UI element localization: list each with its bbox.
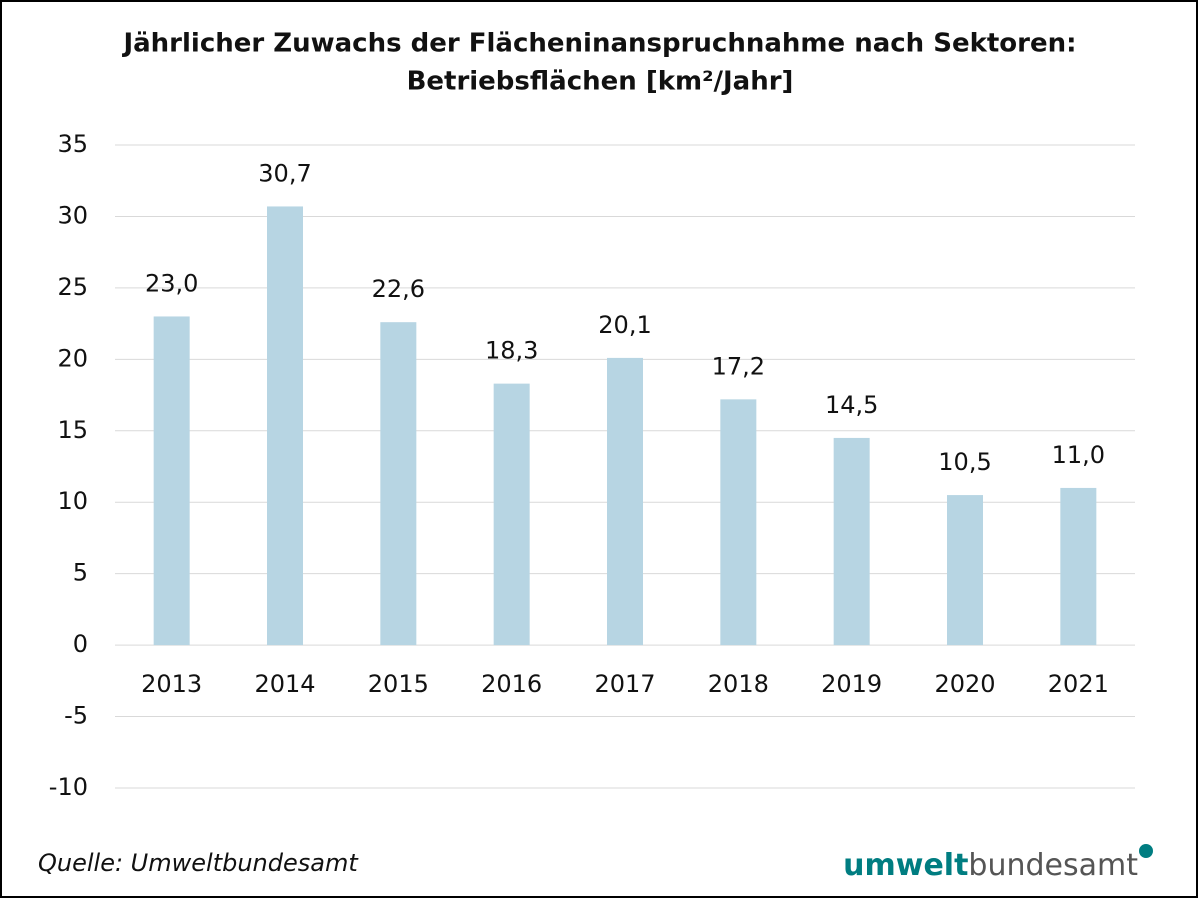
value-label: 23,0 (145, 269, 198, 297)
x-tick-label: 2020 (934, 670, 995, 698)
bar (947, 495, 983, 646)
x-tick-label: 2019 (821, 670, 882, 698)
logo-part: bundesamt (968, 848, 1138, 883)
bar (833, 437, 870, 646)
value-label: 10,5 (938, 448, 991, 476)
x-tick-label: 2015 (368, 670, 429, 698)
y-tick-label: 30 (57, 201, 88, 229)
value-label: 18,3 (485, 337, 538, 365)
y-tick-label: -5 (64, 702, 88, 730)
y-tick-label: 15 (57, 416, 88, 444)
bar (1060, 487, 1097, 646)
y-tick-label: 25 (57, 273, 88, 301)
bar (267, 206, 303, 646)
y-tick-label: 5 (73, 559, 88, 587)
value-label: 22,6 (372, 275, 425, 303)
bar (493, 383, 530, 646)
logo-part: umwelt (843, 848, 968, 883)
bar (607, 357, 643, 646)
bar (153, 316, 190, 646)
y-tick-label: 10 (57, 487, 88, 515)
x-tick-label: 2013 (141, 670, 202, 698)
x-tick-label: 2017 (594, 670, 655, 698)
logo: umweltbundesamt (843, 848, 1138, 883)
bar (720, 399, 757, 646)
x-tick-label: 2018 (708, 670, 769, 698)
x-tick-label: 2014 (254, 670, 315, 698)
x-tick-label: 2021 (1048, 670, 1109, 698)
y-tick-label: 20 (57, 344, 88, 372)
x-tick-label: 2016 (481, 670, 542, 698)
source: Quelle: Umweltbundesamt (38, 849, 359, 877)
value-label: 17,2 (712, 352, 765, 380)
chart-title: Jährlicher Zuwachs der Flächeninanspruch… (121, 29, 1076, 59)
y-tick-label: 35 (57, 130, 88, 158)
logo-icon (1139, 844, 1153, 858)
value-label: 11,0 (1052, 441, 1105, 469)
value-label: 20,1 (598, 311, 651, 339)
chart-title: Betriebsflächen [km²/Jahr] (407, 67, 794, 97)
bar (380, 322, 417, 646)
value-label: 30,7 (258, 159, 311, 187)
y-tick-label: 0 (73, 630, 88, 658)
value-label: 14,5 (825, 391, 878, 419)
y-tick-label: -10 (49, 773, 88, 801)
